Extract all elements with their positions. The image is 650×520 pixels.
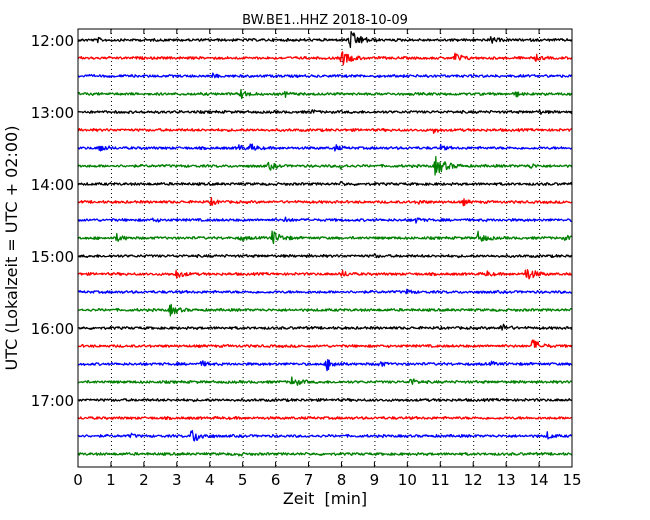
x-tick-label: 14 [530,471,549,489]
seismic-trace [77,230,573,245]
trace-row [77,451,573,457]
seismic-trace [77,180,573,187]
seismic-trace [77,88,573,100]
x-tick-label: 7 [304,471,314,489]
trace-row [77,143,573,152]
trace-row [77,216,573,224]
seismic-trace [77,358,572,372]
trace-row [77,397,573,403]
y-tick-label: 14:00 [31,176,74,194]
y-axis-label: UTC (Lokalzeit = UTC + 02:00) [2,126,21,371]
trace-row [77,30,573,49]
seismic-trace [77,143,573,152]
seismic-trace [77,30,573,49]
seismic-trace [77,127,573,134]
trace-row [77,358,572,372]
x-tick-label: 13 [497,471,516,489]
seismic-trace [77,339,573,349]
x-tick-label: 1 [106,471,116,489]
seismic-trace [77,303,573,317]
trace-row [77,155,573,176]
x-tick-label: 4 [205,471,215,489]
x-tick-label: 10 [398,471,417,489]
seismic-trace [77,429,573,442]
trace-row [77,253,573,259]
trace-row [77,72,573,79]
x-tick-label: 9 [370,471,380,489]
seismic-trace [77,253,573,259]
seismic-trace [77,155,573,176]
seismic-trace [77,269,573,280]
trace-group [77,30,573,457]
x-axis: 0 1 2 3 4 5 6 7 8 9 10 11 12 13 14 15 [73,29,582,489]
trace-row [77,339,573,349]
trace-row [77,127,573,134]
seismic-trace [77,397,573,403]
seismic-trace [77,51,573,66]
y-tick-label: 15:00 [31,248,74,266]
seismic-trace [77,323,573,331]
trace-row [77,109,573,115]
seismic-trace [77,451,573,457]
trace-row [77,288,573,295]
y-tick-label: 12:00 [31,32,74,50]
trace-row [77,303,573,317]
y-tick-label: 13:00 [31,104,74,122]
x-tick-label: 6 [271,471,281,489]
seismic-trace [77,216,573,224]
trace-row [77,51,573,66]
x-tick-label: 15 [562,471,581,489]
seismic-trace [77,109,573,115]
y-tick-label: 17:00 [31,392,74,410]
trace-row [77,196,573,207]
trace-row [77,269,573,280]
y-axis: 12:00 13:00 14:00 15:00 16:00 17:00 [31,32,572,410]
seismic-trace [77,415,573,421]
plot-frame [77,28,573,468]
trace-row [77,323,573,331]
x-tick-label: 12 [464,471,483,489]
x-tick-label: 2 [139,471,149,489]
x-tick-label: 5 [238,471,248,489]
x-axis-label: Zeit [min] [283,489,367,508]
seismic-trace [77,288,573,295]
x-tick-label: 0 [73,471,83,489]
seismic-trace [77,72,573,79]
trace-row [77,429,573,442]
x-tick-label: 11 [431,471,450,489]
trace-row [77,230,573,245]
x-tick-label: 8 [337,471,347,489]
x-tick-label: 3 [172,471,182,489]
trace-row [77,415,573,421]
seismic-trace [77,376,573,386]
trace-row [77,180,573,187]
trace-row [77,376,573,386]
chart-title: BW.BE1..HHZ 2018-10-09 [242,13,408,28]
y-tick-label: 16:00 [31,320,74,338]
trace-row [77,88,573,100]
seismic-trace [77,196,573,207]
